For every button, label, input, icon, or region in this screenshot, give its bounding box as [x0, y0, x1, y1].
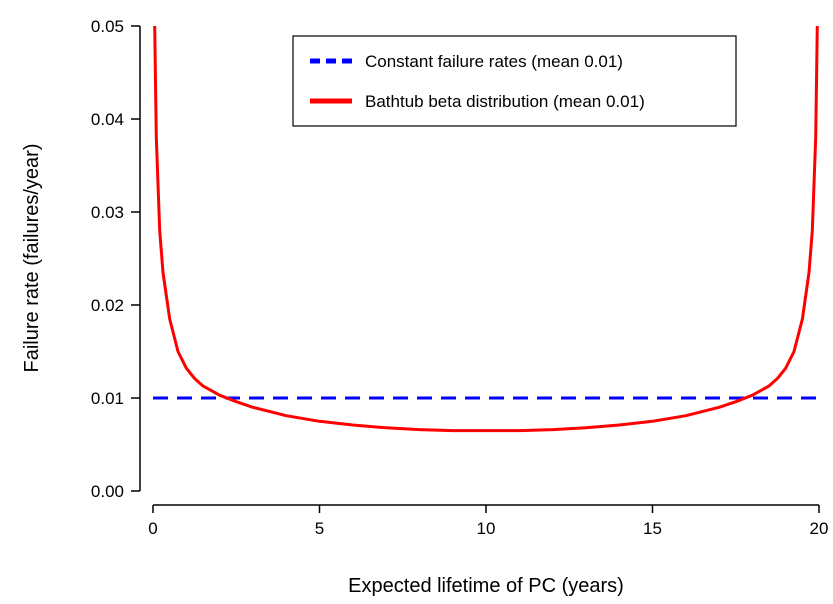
legend-box — [292, 35, 737, 127]
x-tick-label: 0 — [148, 519, 157, 538]
legend: Constant failure rates (mean 0.01) Batht… — [292, 35, 737, 127]
y-tick-label: 0.02 — [91, 296, 124, 315]
y-axis: 0.00 0.01 0.02 0.03 0.04 0.05 — [91, 17, 141, 501]
y-tick-label: 0.03 — [91, 203, 124, 222]
series-layer — [153, 26, 819, 433]
x-axis: 0 5 10 15 20 — [148, 504, 829, 538]
y-tick-label: 0.05 — [91, 17, 124, 36]
legend-label-constant: Constant failure rates (mean 0.01) — [365, 52, 623, 71]
y-axis-title: Failure rate (failures/year) — [21, 144, 43, 373]
y-tick-label: 0.01 — [91, 389, 124, 408]
x-axis-title: Expected lifetime of PC (years) — [348, 575, 624, 597]
x-tick-label: 10 — [477, 519, 496, 538]
x-tick-label: 20 — [810, 519, 829, 538]
legend-label-bathtub: Bathtub beta distribution (mean 0.01) — [365, 92, 645, 111]
y-tick-label: 0.04 — [91, 110, 124, 129]
y-tick-label: 0.00 — [91, 482, 124, 501]
x-tick-label: 15 — [643, 519, 662, 538]
x-tick-label: 5 — [315, 519, 324, 538]
series-line-bathtub — [153, 26, 819, 433]
